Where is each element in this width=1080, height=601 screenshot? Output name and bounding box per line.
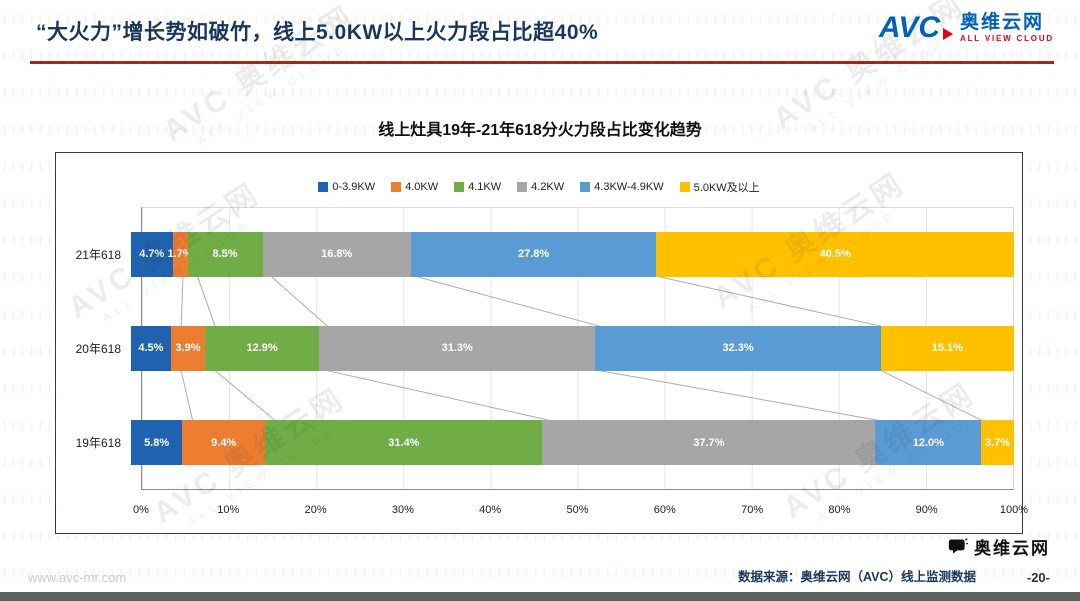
bar-segment: 32.3% bbox=[595, 325, 881, 371]
page-number: -20- bbox=[1026, 570, 1050, 585]
legend-item: 0-3.9KW bbox=[318, 179, 375, 195]
legend-label: 5.0KW及以上 bbox=[693, 182, 760, 194]
legend-swatch bbox=[580, 182, 591, 192]
connector-lines bbox=[142, 208, 1013, 489]
bar-row: 20年618 4.5% 3.9% 12.9% 31.3% 32.3% 15.1% bbox=[68, 301, 1014, 395]
watermark-tagline: ALL VIEW CLOUD bbox=[195, 41, 350, 148]
x-tick-label: 70% bbox=[741, 504, 764, 516]
x-tick-label: 100% bbox=[999, 504, 1029, 516]
avc-logo-wordmark: 奥维云网 ALL VIEW CLOUD bbox=[960, 12, 1054, 43]
bar-track: 4.7% 1.7% 8.5% 16.8% 27.8% 40.5% bbox=[131, 231, 1014, 277]
bar-segment: 40.5% bbox=[656, 231, 1014, 277]
legend-label: 0-3.9KW bbox=[332, 181, 376, 193]
bar-track: 4.5% 3.9% 12.9% 31.3% 32.3% 15.1% bbox=[131, 325, 1014, 371]
bar-segment: 5.8% bbox=[131, 420, 183, 466]
bar-value-label: 4.7% bbox=[139, 248, 165, 261]
x-tick-label: 80% bbox=[828, 504, 851, 516]
x-tick-label: 0% bbox=[133, 504, 149, 516]
avc-logo: AVC 奥维云网 ALL VIEW CLOUD bbox=[879, 12, 1054, 43]
legend-item: 4.3KW-4.9KW bbox=[580, 179, 664, 195]
bar-value-label: 32.3% bbox=[722, 342, 754, 355]
legend-item: 5.0KW及以上 bbox=[679, 179, 760, 195]
bar-segment: 3.7% bbox=[981, 420, 1014, 466]
bar-segment: 31.4% bbox=[265, 420, 543, 466]
wechat-account-name: 奥维云网 bbox=[974, 539, 1050, 558]
bar-value-label: 37.7% bbox=[693, 436, 725, 449]
legend-label: 4.3KW-4.9KW bbox=[594, 181, 664, 193]
legend-swatch bbox=[318, 182, 329, 192]
bar-value-label: 31.4% bbox=[388, 436, 420, 449]
category-label: 20年618 bbox=[75, 341, 121, 356]
bar-value-label: 4.5% bbox=[138, 342, 164, 355]
bar-value-label: 12.9% bbox=[246, 342, 278, 355]
bar-segment: 16.8% bbox=[262, 231, 411, 277]
bar-segment: 12.9% bbox=[205, 325, 320, 371]
bar-value-label: 5.8% bbox=[144, 436, 170, 449]
wechat-account: 奥维云网 bbox=[948, 534, 1050, 559]
x-tick-label: 40% bbox=[479, 504, 502, 516]
bar-segment: 27.8% bbox=[410, 231, 657, 277]
bar-value-label: 40.5% bbox=[819, 248, 851, 261]
bar-segment: 15.1% bbox=[880, 325, 1014, 371]
legend-swatch bbox=[679, 182, 690, 192]
bar-value-label: 27.8% bbox=[518, 248, 550, 261]
bar-segment: 8.5% bbox=[187, 231, 263, 277]
bar-value-label: 16.8% bbox=[321, 248, 353, 261]
bar-segment: 31.3% bbox=[319, 325, 596, 371]
legend-swatch bbox=[517, 182, 528, 192]
bar-value-label: 3.9% bbox=[175, 342, 201, 355]
title-underline bbox=[30, 61, 1054, 64]
x-tick-label: 30% bbox=[391, 504, 414, 516]
category-label: 21年618 bbox=[75, 247, 121, 262]
x-tick-label: 20% bbox=[304, 504, 327, 516]
x-tick-label: 60% bbox=[653, 504, 676, 516]
category-label: 19年618 bbox=[75, 436, 121, 451]
avc-logo-triangle-icon bbox=[943, 27, 954, 40]
footer-url: www.avc-mr.com bbox=[28, 570, 127, 585]
wechat-bubble-icon bbox=[948, 537, 968, 554]
bottom-bar bbox=[0, 592, 1080, 601]
bar-value-label: 31.3% bbox=[441, 342, 473, 355]
legend-item: 4.0KW bbox=[391, 179, 438, 195]
x-axis: 0% 10% 20% 30% 40% 50% 60% 70% 80% 90% 100% bbox=[133, 504, 1028, 519]
legend-swatch bbox=[391, 182, 402, 192]
legend-label: 4.2KW bbox=[531, 181, 565, 193]
bar-value-label: 12.0% bbox=[912, 436, 944, 449]
bars: 21年618 4.7% 1.7% 8.5% 16.8% 27.8% 40.5% 20年618 4… bbox=[68, 207, 1014, 490]
bar-track: 5.8% 9.4% 31.4% 37.7% 12.0% 3.7% bbox=[131, 420, 1014, 466]
bar-segment: 4.5% bbox=[131, 325, 171, 371]
bar-value-label: 8.5% bbox=[212, 248, 238, 261]
chart-legend: 0-3.9KW 4.0KW 4.1KW 4.2KW 4.3KW-4.9KW 5.0KW及以… bbox=[56, 179, 1022, 195]
chart-title: 线上灶具19年-21年618分火力段占比变化趋势 bbox=[378, 122, 702, 139]
bar-segment: 37.7% bbox=[542, 420, 876, 466]
legend-item: 4.2KW bbox=[517, 179, 564, 195]
logo-company-name: 奥维云网 bbox=[960, 12, 1045, 33]
x-tick-label: 50% bbox=[566, 504, 589, 516]
bar-value-label: 1.7% bbox=[167, 248, 193, 261]
bar-segment: 12.0% bbox=[875, 420, 982, 466]
legend-label: 4.1KW bbox=[468, 181, 502, 193]
bar-row: 21年618 4.7% 1.7% 8.5% 16.8% 27.8% 40.5% bbox=[68, 207, 1014, 301]
bar-value-label: 3.7% bbox=[985, 436, 1011, 449]
page-title: “大火力”增长势如破竹，线上5.0KW以上火力段占比超40% bbox=[36, 21, 599, 44]
avc-logo-text: AVC bbox=[878, 10, 941, 44]
chart-container: 0-3.9KW 4.0KW 4.1KW 4.2KW 4.3KW-4.9KW 5.0KW及以… bbox=[55, 152, 1028, 534]
bar-segment: 9.4% bbox=[182, 420, 266, 466]
bar-segment: 1.7% bbox=[167, 231, 193, 277]
legend-swatch bbox=[454, 182, 465, 192]
x-tick-label: 10% bbox=[217, 504, 240, 516]
bar-value-label: 15.1% bbox=[931, 342, 963, 355]
x-tick-label: 90% bbox=[915, 504, 938, 516]
legend-label: 4.0KW bbox=[405, 181, 439, 193]
data-source-note: 数据来源：奥维云网（AVC）线上监测数据 bbox=[738, 570, 976, 584]
bar-segment: 3.9% bbox=[170, 325, 206, 371]
legend-item: 4.1KW bbox=[454, 179, 501, 195]
logo-tagline: ALL VIEW CLOUD bbox=[960, 33, 1054, 43]
bar-value-label: 9.4% bbox=[211, 436, 237, 449]
bar-row: 19年618 5.8% 9.4% 31.4% 37.7% 12.0% 3.7% bbox=[68, 396, 1014, 490]
bar-segment: 4.7% bbox=[131, 231, 173, 277]
